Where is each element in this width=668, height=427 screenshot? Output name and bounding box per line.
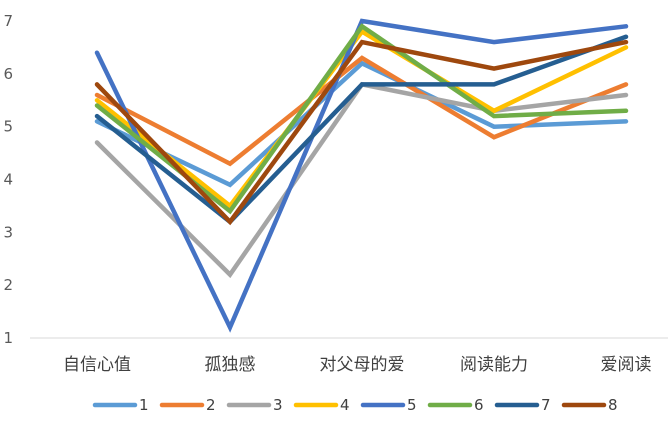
legend-label-5: 5 bbox=[407, 396, 417, 414]
legend-label-8: 8 bbox=[608, 396, 618, 414]
x-category-label: 自信心值 bbox=[63, 355, 131, 375]
y-tick-label: 2 bbox=[3, 276, 13, 294]
series-line-8 bbox=[94, 39, 629, 226]
legend-label-2: 2 bbox=[206, 396, 216, 414]
legend-label-7: 7 bbox=[541, 396, 551, 414]
series-line-5 bbox=[94, 18, 629, 333]
x-category-label: 孤独感 bbox=[205, 355, 256, 375]
x-category-label: 对父母的爱 bbox=[320, 355, 405, 375]
x-axis-category-labels: 自信心值 孤独感 对父母的爱 阅读能力 爱阅读 bbox=[63, 355, 652, 375]
y-tick-label: 3 bbox=[3, 223, 13, 241]
series-line-6 bbox=[94, 23, 629, 215]
x-category-label: 阅读能力 bbox=[460, 355, 528, 375]
legend-label-6: 6 bbox=[474, 396, 484, 414]
y-tick-label: 4 bbox=[3, 171, 13, 189]
series-line-7 bbox=[94, 34, 629, 225]
x-category-label: 爱阅读 bbox=[601, 355, 652, 375]
y-tick-label: 1 bbox=[3, 329, 13, 347]
legend-label-1: 1 bbox=[139, 396, 149, 414]
y-tick-label: 7 bbox=[3, 12, 13, 30]
series-line-4 bbox=[94, 28, 629, 210]
legend: 1 2 3 4 5 6 7 8 bbox=[92, 396, 618, 414]
series-line-2 bbox=[94, 55, 629, 167]
y-axis-tick-labels: 1 2 3 4 5 6 7 bbox=[3, 12, 13, 347]
series-line-1 bbox=[94, 60, 629, 188]
legend-label-3: 3 bbox=[273, 396, 283, 414]
series-lines bbox=[94, 18, 629, 333]
y-tick-label: 5 bbox=[3, 118, 13, 136]
legend-label-4: 4 bbox=[340, 396, 350, 414]
y-tick-label: 6 bbox=[3, 65, 13, 83]
